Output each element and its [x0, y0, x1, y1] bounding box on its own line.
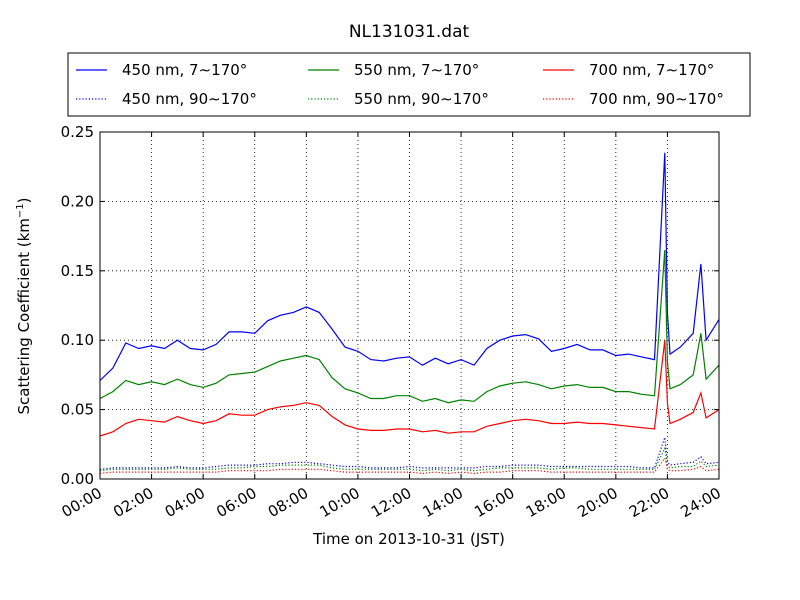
y-axis-tick-labels: 0.00 0.05 0.10 0.15 0.20 0.25 — [61, 123, 94, 488]
x-tick-label: 22:00 — [626, 484, 672, 521]
y-axis-label-main: Scattering Coefficient (km — [15, 218, 33, 414]
x-tick-label: 04:00 — [162, 484, 208, 521]
legend-label: 450 nm, 7∼170° — [122, 61, 247, 79]
series-line-3 — [99, 437, 720, 470]
y-tick-label: 0.25 — [61, 123, 94, 141]
x-tick-label: 02:00 — [110, 484, 156, 521]
plot-background — [100, 132, 719, 479]
x-tick-label: 06:00 — [213, 484, 259, 521]
y-axis-label-tail: ) — [15, 197, 33, 203]
x-tick-label: 10:00 — [316, 484, 362, 521]
legend-label: 550 nm, 90∼170° — [354, 90, 489, 108]
legend-label: 700 nm, 7∼170° — [589, 61, 714, 79]
y-axis-label-sup: −1 — [15, 203, 26, 218]
series-line-2 — [99, 340, 720, 437]
x-tick-label: 00:00 — [59, 484, 105, 521]
x-tick-label: 14:00 — [420, 484, 466, 521]
y-axis-label: Scattering Coefficient (km−1) — [15, 197, 33, 414]
series-group — [99, 152, 720, 475]
x-tick-label: 12:00 — [368, 484, 414, 521]
legend: 450 nm, 7∼170° 550 nm, 7∼170° 700 nm, 7∼17… — [67, 52, 751, 117]
axis-ticks — [99, 131, 720, 480]
y-tick-label: 0.10 — [61, 331, 94, 349]
x-tick-label: 20:00 — [574, 484, 620, 521]
y-tick-label: 0.05 — [61, 401, 94, 419]
plot-area — [99, 131, 720, 480]
legend-label: 550 nm, 7∼170° — [354, 61, 479, 79]
legend-label: 700 nm, 90∼170° — [589, 90, 724, 108]
x-tick-label: 18:00 — [523, 484, 569, 521]
series-line-4 — [99, 446, 720, 472]
legend-frame — [67, 52, 751, 117]
y-tick-label: 0.20 — [61, 192, 94, 210]
x-axis-tick-labels: 00:00 02:00 04:00 06:00 08:00 10:00 12:00 14:00… — [59, 484, 724, 521]
series-line-5 — [99, 456, 720, 475]
series-line-1 — [99, 249, 720, 404]
y-tick-label: 0.15 — [61, 262, 94, 280]
x-tick-label: 16:00 — [471, 484, 517, 521]
x-tick-label: 24:00 — [678, 484, 724, 521]
legend-label: 450 nm, 90∼170° — [122, 90, 257, 108]
x-tick-label: 08:00 — [265, 484, 311, 521]
y-tick-label: 0.00 — [61, 470, 94, 488]
x-axis-label: Time on 2013-10-31 (JST) — [312, 530, 505, 548]
chart-title: NL131031.dat — [349, 22, 470, 42]
series-line-0 — [99, 152, 720, 381]
